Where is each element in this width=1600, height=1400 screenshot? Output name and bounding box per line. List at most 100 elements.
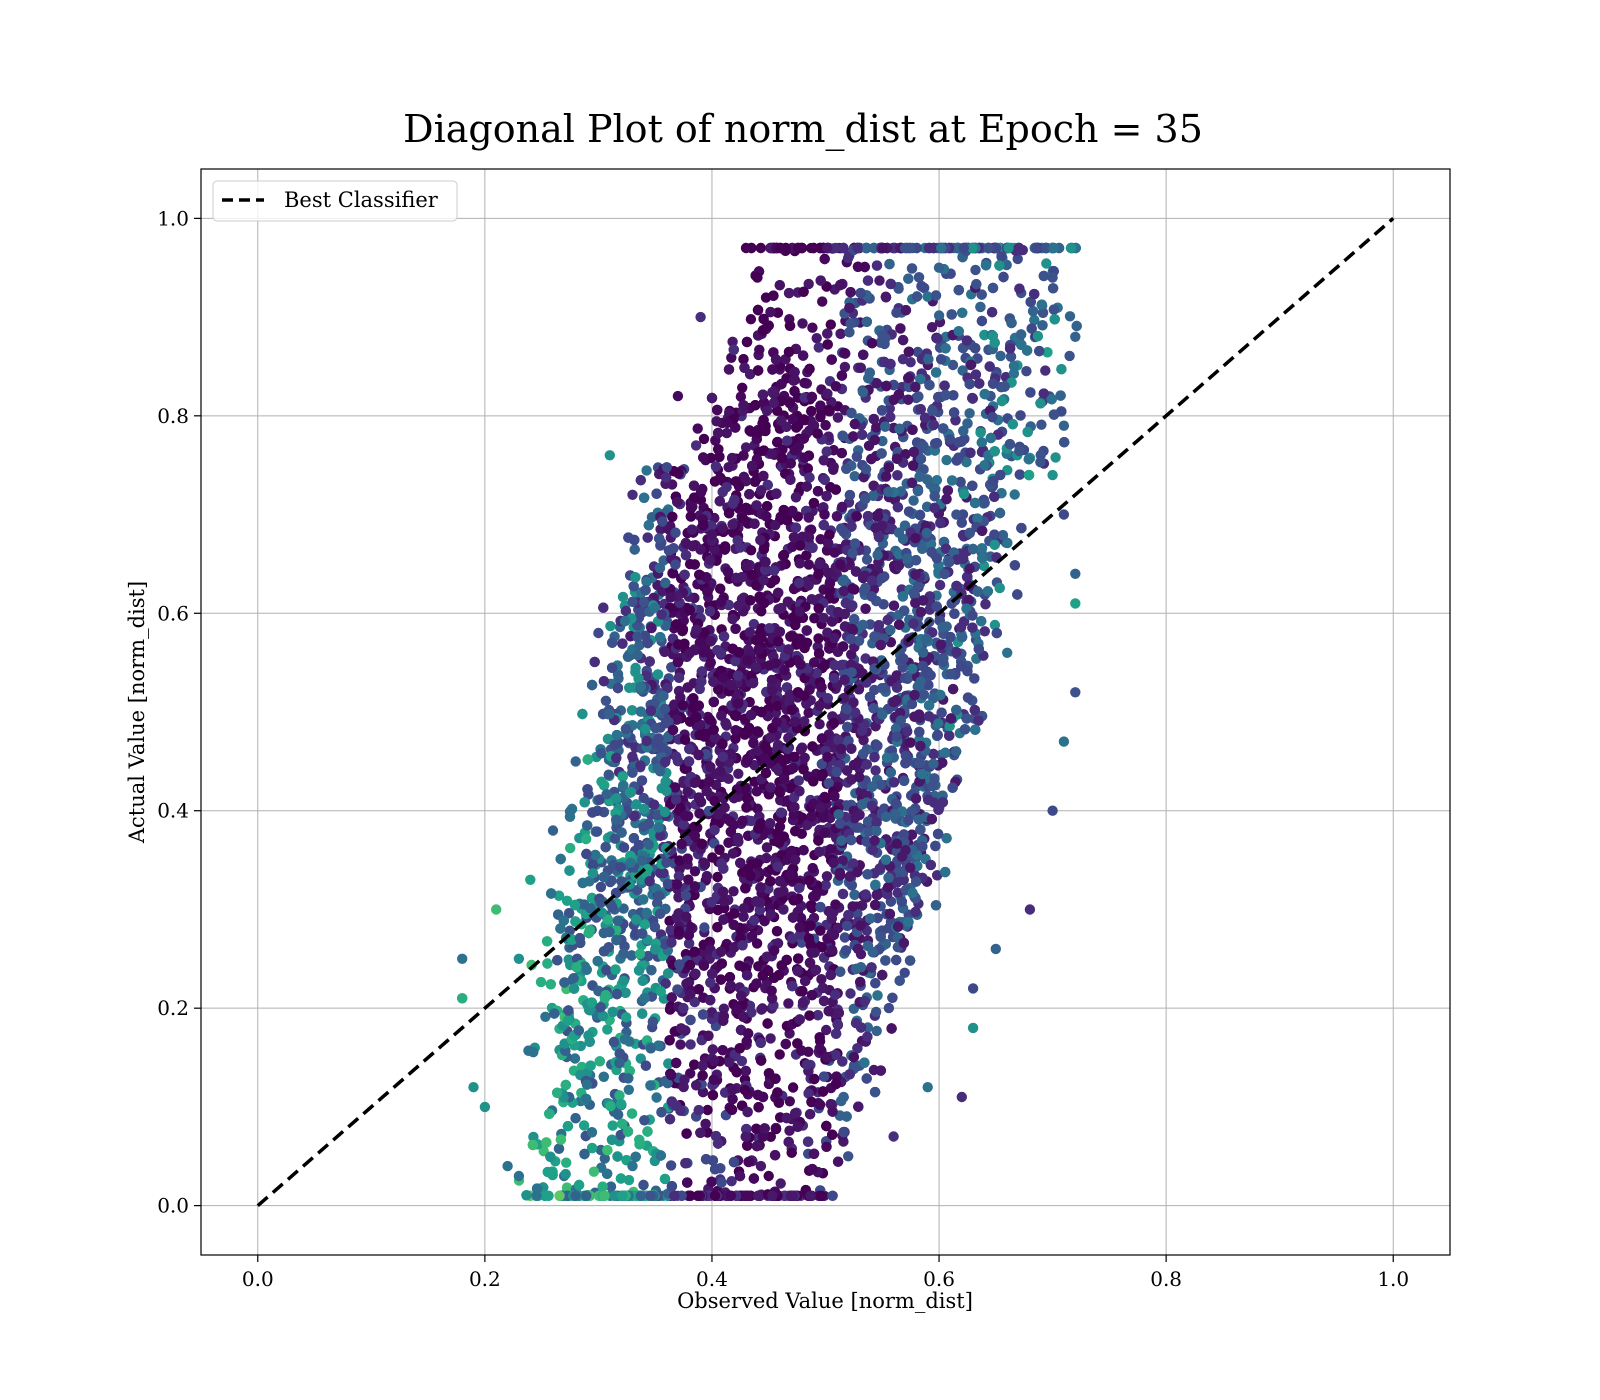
scatter-point: [811, 333, 822, 344]
scatter-point: [561, 1182, 573, 1193]
scatter-point: [690, 440, 702, 451]
scatter-point: [813, 633, 824, 644]
scatter-point: [701, 870, 713, 882]
scatter-point: [1029, 314, 1040, 326]
scatter-point: [874, 275, 885, 286]
scatter-point: [1036, 419, 1047, 430]
scatter-point: [816, 974, 827, 985]
scatter-point: [803, 278, 814, 290]
scatter-point: [723, 773, 734, 784]
scatter-point: [617, 591, 629, 603]
scatter-point: [885, 411, 896, 423]
scatter-point: [723, 462, 734, 473]
scatter-point: [1064, 350, 1075, 362]
scatter-point: [1009, 489, 1020, 500]
scatter-point: [899, 967, 910, 978]
scatter-point: [702, 1104, 713, 1116]
scatter-point: [698, 433, 710, 445]
scatter-point: [1041, 258, 1052, 269]
scatter-point: [735, 391, 747, 402]
scatter-point: [1064, 311, 1076, 322]
scatter-point: [728, 886, 739, 897]
scatter-point: [699, 922, 710, 933]
scatter-point: [839, 361, 851, 373]
scatter-point: [883, 1002, 895, 1014]
scatter-point: [978, 560, 990, 572]
scatter-point: [560, 1168, 571, 1180]
scatter-point: [817, 296, 828, 307]
scatter-point: [692, 423, 703, 434]
scatter-point: [665, 1160, 677, 1171]
scatter-point: [705, 452, 717, 464]
scatter-point: [745, 314, 757, 325]
scatter-point: [951, 509, 962, 520]
scatter-point: [849, 471, 860, 482]
scatter-point: [689, 866, 701, 877]
scatter-point: [646, 512, 658, 523]
scatter-point: [784, 1125, 795, 1136]
scatter-point: [813, 342, 824, 353]
scatter-point: [745, 545, 757, 556]
scatter-point: [726, 352, 737, 363]
scatter-point: [933, 310, 945, 321]
scatter-point: [561, 1157, 572, 1168]
scatter-point: [931, 475, 943, 486]
scatter-point: [807, 322, 818, 333]
scatter-point: [783, 998, 794, 1009]
scatter-point: [682, 786, 693, 797]
scatter-point: [1008, 368, 1020, 379]
scatter-point: [569, 1053, 581, 1064]
scatter-point: [755, 242, 766, 254]
scatter-point: [765, 1033, 776, 1044]
scatter-point: [685, 1039, 696, 1050]
scatter-point: [578, 1120, 590, 1131]
scatter-point: [561, 895, 573, 906]
scatter-point: [870, 1006, 882, 1018]
scatter-point: [727, 336, 738, 347]
scatter-point: [784, 1096, 795, 1107]
scatter-point: [1050, 452, 1061, 463]
scatter-point: [775, 795, 786, 806]
scatter-point: [797, 318, 808, 329]
scatter-point: [607, 1120, 618, 1131]
scatter-point: [623, 1174, 635, 1186]
scatter-point: [730, 656, 741, 667]
scatter-point: [845, 988, 856, 999]
scatter-point: [602, 1024, 613, 1035]
scatter-point: [787, 1082, 799, 1093]
scatter-point: [726, 1176, 737, 1187]
scatter-point: [765, 1131, 776, 1143]
scatter-point: [711, 416, 722, 427]
scatter-point: [600, 695, 612, 706]
scatter-point: [809, 613, 820, 624]
scatter-point: [605, 620, 616, 632]
scatter-point: [727, 848, 739, 859]
scatter-point: [964, 408, 975, 419]
scatter-point: [799, 716, 810, 727]
scatter-point: [995, 350, 1006, 362]
scatter-point: [540, 1011, 551, 1022]
scatter-point: [818, 612, 829, 624]
scatter-point: [979, 626, 990, 637]
chart-title: Diagonal Plot of norm_dist at Epoch = 35: [403, 107, 1203, 152]
scatter-point: [737, 382, 748, 393]
scatter-point: [733, 768, 744, 779]
scatter-point: [871, 1025, 882, 1037]
scatter-point: [781, 754, 792, 765]
scatter-point: [941, 454, 952, 466]
scatter-point: [825, 319, 836, 330]
scatter-point: [651, 1092, 662, 1103]
scatter-point: [970, 264, 981, 276]
scatter-point: [671, 751, 682, 762]
scatter-point: [599, 1153, 610, 1164]
scatter-point: [861, 554, 873, 565]
scatter-point: [979, 497, 990, 509]
scatter-point: [721, 427, 732, 439]
scatter-point: [603, 769, 614, 780]
scatter-point: [755, 1160, 767, 1172]
scatter-point: [1012, 253, 1023, 265]
scatter-point: [947, 359, 959, 371]
scatter-point: [754, 344, 765, 355]
scatter-point: [535, 976, 547, 988]
